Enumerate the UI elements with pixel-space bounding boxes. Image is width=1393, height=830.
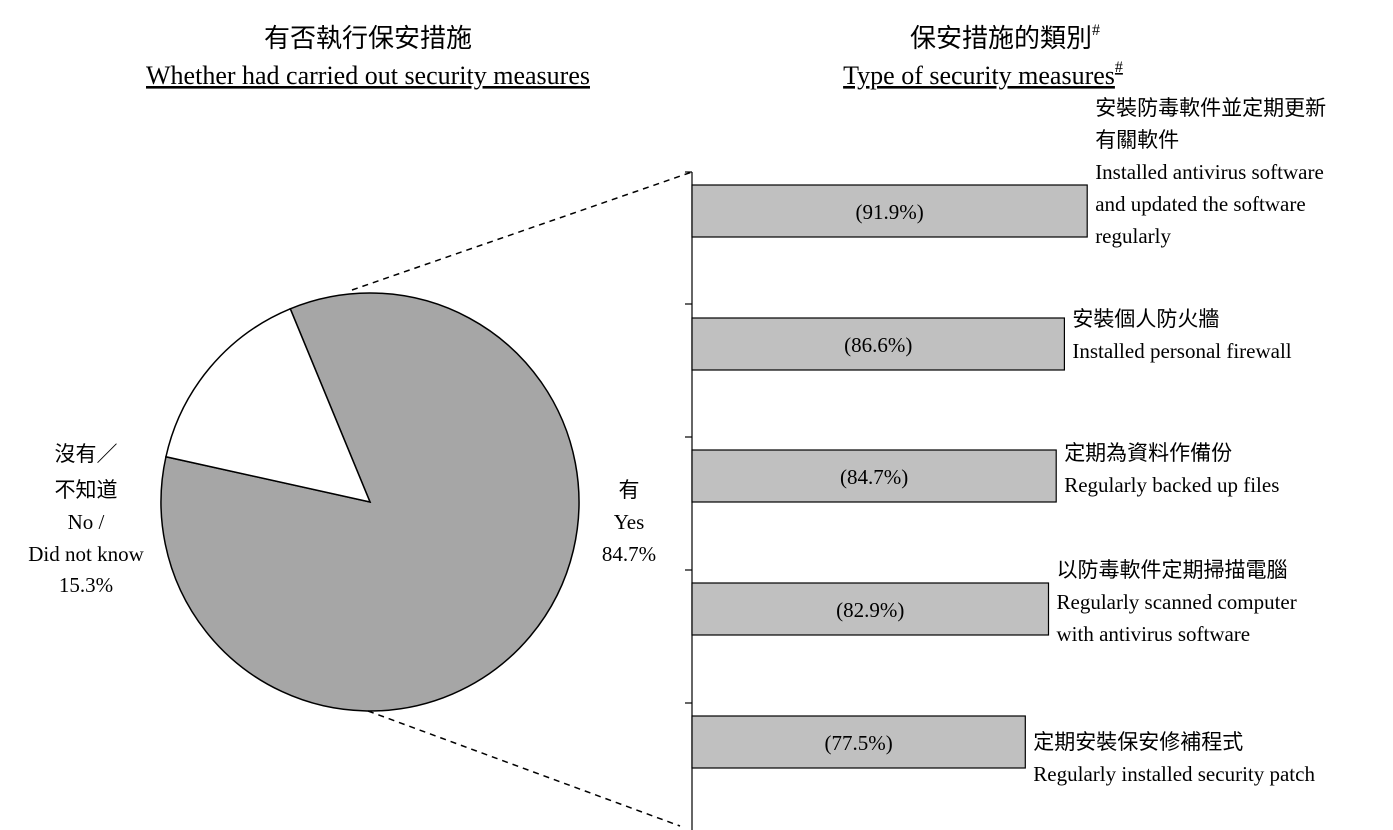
bar-category-label: 有關軟件 <box>1095 128 1179 152</box>
bar-value-label: (84.7%) <box>840 465 908 489</box>
pie-label-no: 沒有／ 不知道 No / Did not know 15.3% <box>28 442 144 597</box>
pie-slice-no <box>165 307 372 504</box>
bar-item: (86.6%) 安裝個人防火牆 Installed personal firewal… <box>691 307 1292 371</box>
bar <box>691 715 1026 769</box>
connector-top <box>351 171 693 291</box>
bar-category-label: and updated the software <box>1095 192 1306 216</box>
bar-item: (77.5%) 定期安裝保安修補程式 Regularly installed sec… <box>691 715 1315 786</box>
pie-label-yes-value: 84.7% <box>602 542 656 566</box>
pie-label-no-value: 15.3% <box>59 573 113 597</box>
bar-category-label: Regularly backed up files <box>1064 473 1279 497</box>
bar-category-label: 以防毒軟件定期掃描電腦 <box>1057 558 1288 582</box>
bar-subtitle-mark: # <box>1115 59 1123 76</box>
bar-item: (82.9%) 以防毒軟件定期掃描電腦 Regularly scanned comp… <box>691 558 1297 646</box>
pie-chart <box>160 292 580 712</box>
pie-label-yes-en: Yes <box>614 510 645 534</box>
bar-subtitle: Type of security measures# <box>843 59 1123 90</box>
bar-category-label: Regularly installed security patch <box>1033 762 1315 786</box>
pie-label-no-zh-2: 不知道 <box>55 478 118 502</box>
bar <box>691 317 1065 371</box>
pie-title: 有否執行保安措施 <box>264 24 472 53</box>
bar-title-text: 保安措施的類別 <box>910 24 1092 53</box>
bar <box>691 582 1050 636</box>
bar-title-mark: # <box>1092 22 1100 39</box>
connector-bottom <box>367 710 681 827</box>
bar-item: (84.7%) 定期為資料作備份 Regularly backed up files <box>691 441 1279 503</box>
bar-category-label: 安裝防毒軟件並定期更新 <box>1095 96 1326 120</box>
bar-value-label: (91.9%) <box>855 200 923 224</box>
pie-label-yes: 有 Yes 84.7% <box>602 478 656 566</box>
bar-value-label: (86.6%) <box>844 333 912 357</box>
bar-category-label: Installed personal firewall <box>1072 339 1291 363</box>
pie-label-no-en-1: No / <box>68 510 105 534</box>
bar <box>691 449 1057 503</box>
bar-category-label: regularly <box>1095 224 1171 248</box>
bar-category-label: 定期安裝保安修補程式 <box>1033 730 1243 754</box>
pie-subtitle: Whether had carried out security measure… <box>146 61 590 90</box>
bar-value-label: (82.9%) <box>836 598 904 622</box>
pie-label-yes-zh: 有 <box>619 478 640 502</box>
bar-category-label: 安裝個人防火牆 <box>1072 307 1219 331</box>
pie-label-no-zh-1: 沒有／ <box>55 442 118 466</box>
bar-axis-ticks <box>685 171 692 704</box>
bar-category-label: 定期為資料作備份 <box>1064 441 1232 465</box>
bar-category-label: Installed antivirus software <box>1095 160 1324 184</box>
bar-category-label: with antivirus software <box>1057 622 1251 646</box>
bar-value-label: (77.5%) <box>824 731 892 755</box>
bar <box>691 184 1088 238</box>
bar-subtitle-text: Type of security measures <box>843 61 1115 90</box>
pie-label-no-en-2: Did not know <box>28 542 144 566</box>
bar-title: 保安措施的類別# <box>910 22 1100 53</box>
bar-category-label: Regularly scanned computer <box>1057 590 1297 614</box>
